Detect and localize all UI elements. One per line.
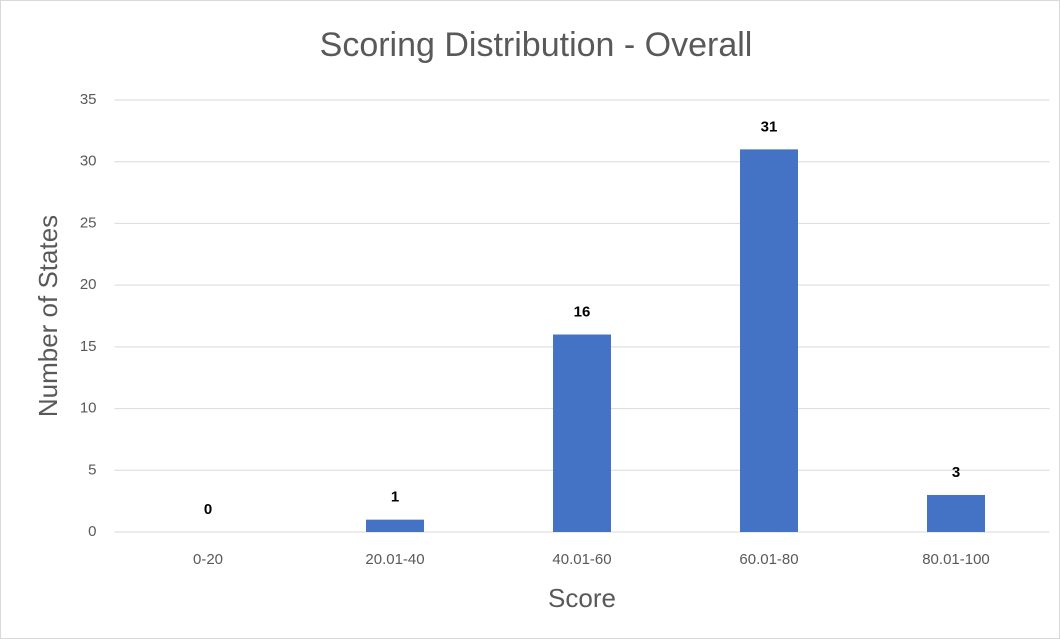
y-tick-label: 20 xyxy=(80,276,97,293)
bar xyxy=(740,149,798,532)
y-tick-label: 25 xyxy=(80,214,97,231)
y-tick-label: 35 xyxy=(80,91,97,108)
data-label: 0 xyxy=(204,501,212,518)
x-tick-label: 60.01-80 xyxy=(739,551,798,568)
data-label: 31 xyxy=(761,118,778,135)
x-tick-label: 0-20 xyxy=(193,551,223,568)
y-tick-label: 5 xyxy=(88,461,96,478)
bar xyxy=(553,334,611,532)
data-label: 3 xyxy=(952,464,960,481)
x-tick-label: 80.01-100 xyxy=(922,551,990,568)
bar xyxy=(927,494,985,532)
data-label: 1 xyxy=(391,489,399,506)
data-label: 16 xyxy=(574,303,591,320)
x-tick-label: 20.01-40 xyxy=(365,551,424,568)
y-tick-label: 0 xyxy=(88,523,96,540)
y-tick-label: 10 xyxy=(80,400,97,417)
x-tick-label: 40.01-60 xyxy=(552,551,611,568)
y-tick-label: 30 xyxy=(80,153,97,170)
y-tick-label: 15 xyxy=(80,338,97,355)
bar xyxy=(366,519,424,532)
x-axis-label: Score xyxy=(548,583,616,613)
chart-title: Scoring Distribution - Overall xyxy=(320,26,753,64)
y-axis-label: Number of States xyxy=(33,215,63,417)
